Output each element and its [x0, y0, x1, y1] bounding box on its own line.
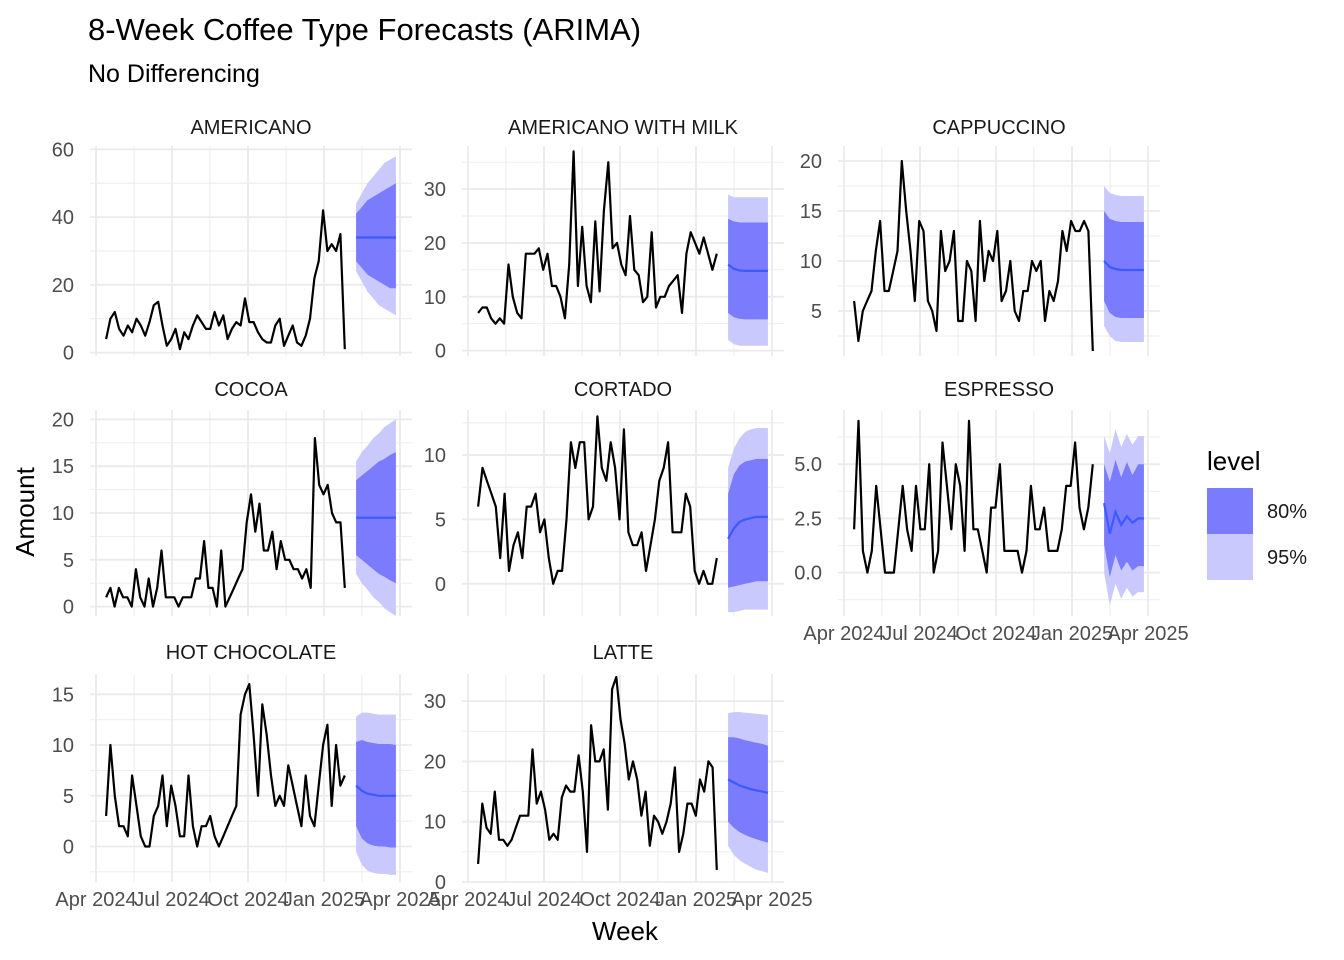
y-axis-title: Amount [10, 466, 40, 556]
forecast-band-80-espresso [1104, 459, 1144, 577]
y-tick-label: 20 [424, 751, 446, 773]
y-tick-label: 20 [800, 151, 822, 173]
x-tick-label: Jan 2025 [1031, 623, 1113, 645]
forecast-band-80-cortado [728, 458, 768, 588]
strip-title-espresso: ESPRESSO [944, 379, 1054, 401]
y-tick-label: 20 [424, 233, 446, 255]
y-tick-label: 30 [424, 691, 446, 713]
y-tick-label: 20 [52, 275, 74, 297]
x-tick-label: Apr 2025 [359, 889, 440, 911]
forecast-band-80-americano [356, 183, 396, 289]
strip-title-latte: LATTE [593, 642, 654, 664]
x-tick-label: Jul 2024 [506, 889, 582, 911]
forecast-mean-line-americano-with-milk [727, 263, 768, 272]
y-tick-label: 10 [424, 812, 446, 834]
x-tick-label: Jan 2025 [283, 889, 365, 911]
forecast-band-80-cappuccino [1104, 211, 1144, 318]
y-tick-label: 5 [63, 786, 74, 808]
x-axis-title: Week [592, 916, 659, 946]
panel-americano-with-milk: 0 10 20 30 AMERICANO WITH MILK [424, 117, 784, 363]
y-tick-label: 5 [435, 509, 446, 531]
y-tick-label: 5.0 [794, 454, 822, 476]
y-tick-label: 0 [435, 574, 446, 596]
y-tick-label: 10 [424, 445, 446, 467]
strip-title-americano-with-milk: AMERICANO WITH MILK [508, 117, 739, 139]
forecast-mean-line-hot-chocolate [355, 784, 396, 797]
strip-title-hot-chocolate: HOT CHOCOLATE [166, 642, 336, 664]
y-tick-label: 0 [435, 341, 446, 363]
y-tick-label: 0.0 [794, 563, 822, 585]
y-tick-label: 10 [424, 287, 446, 309]
legend-key-95 [1207, 534, 1253, 580]
forecast-mean-line-espresso [1103, 502, 1144, 534]
y-tick-label: 15 [800, 201, 822, 223]
x-tick-label: Apr 2024 [55, 889, 136, 911]
strip-title-cortado: CORTADO [574, 379, 672, 401]
history-line-cortado [477, 415, 718, 585]
legend-key-80 [1207, 488, 1253, 534]
x-tick-label: Oct 2024 [579, 889, 660, 911]
y-tick-label: 40 [52, 207, 74, 229]
x-tick-label: Apr 2025 [731, 889, 812, 911]
forecast-band-80-hot-chocolate [356, 740, 396, 848]
y-tick-label: 0 [63, 836, 74, 858]
forecast-band-80-americano-with-milk [728, 218, 768, 320]
history-line-cappuccino [853, 159, 1094, 352]
y-tick-label: 5 [63, 550, 74, 572]
chart-title: 8-Week Coffee Type Forecasts (ARIMA) [88, 12, 641, 47]
x-tick-label: Jan 2025 [655, 889, 737, 911]
legend-label-95: 95% [1267, 547, 1307, 569]
y-tick-label: 10 [800, 251, 822, 273]
strip-title-cocoa: COCOA [214, 379, 288, 401]
history-line-latte [477, 675, 718, 870]
strip-title-americano: AMERICANO [190, 117, 311, 139]
x-tick-label: Apr 2024 [803, 623, 884, 645]
history-line-americano [105, 209, 346, 351]
strip-title-cappuccino: CAPPUCCINO [932, 117, 1065, 139]
y-tick-label: 20 [52, 409, 74, 431]
forecast-mean-line-latte [727, 778, 769, 794]
chart-subtitle: No Differencing [88, 60, 260, 88]
legend-title: level [1207, 446, 1260, 476]
panel-cortado: 0 5 10 CORTADO [424, 379, 784, 616]
y-tick-label: 2.5 [794, 508, 822, 530]
forecast-band-80-latte [728, 737, 768, 843]
history-line-hot-chocolate [105, 683, 346, 848]
y-tick-label: 10 [52, 503, 74, 525]
x-tick-label: Apr 2025 [1107, 623, 1188, 645]
y-tick-label: 10 [52, 735, 74, 757]
y-tick-label: 15 [52, 456, 74, 478]
y-tick-label: 30 [424, 179, 446, 201]
y-tick-label: 15 [52, 684, 74, 706]
panel-cocoa: 0 5 10 15 20 COCOA [52, 379, 412, 619]
panel-americano: 0 20 40 60 AMERICANO [52, 117, 412, 365]
x-tick-label: Oct 2024 [955, 623, 1036, 645]
facet-panels: 0 20 40 60 AMERICANO 0 10 20 30 AMERICANO WITH MI… [52, 117, 1189, 911]
x-tick-label: Oct 2024 [207, 889, 288, 911]
y-tick-label: 0 [63, 343, 74, 365]
x-tick-label: Jul 2024 [134, 889, 210, 911]
panel-cappuccino: 5 10 15 20 CAPPUCCINO [800, 117, 1160, 356]
y-tick-label: 0 [435, 872, 446, 894]
history-line-espresso [853, 419, 1094, 574]
y-tick-label: 60 [52, 139, 74, 161]
y-tick-label: 0 [63, 597, 74, 619]
x-tick-label: Apr 2024 [427, 889, 508, 911]
legend: level 80% 95% [1207, 446, 1307, 580]
history-line-americano-with-milk [477, 150, 718, 325]
history-line-cocoa [105, 437, 346, 608]
x-tick-label: Jul 2024 [882, 623, 958, 645]
legend-label-80: 80% [1267, 501, 1307, 523]
y-tick-label: 5 [811, 301, 822, 323]
forecast-mean-line-cappuccino [1103, 260, 1144, 272]
forecast-mean-line-cortado [727, 515, 768, 540]
